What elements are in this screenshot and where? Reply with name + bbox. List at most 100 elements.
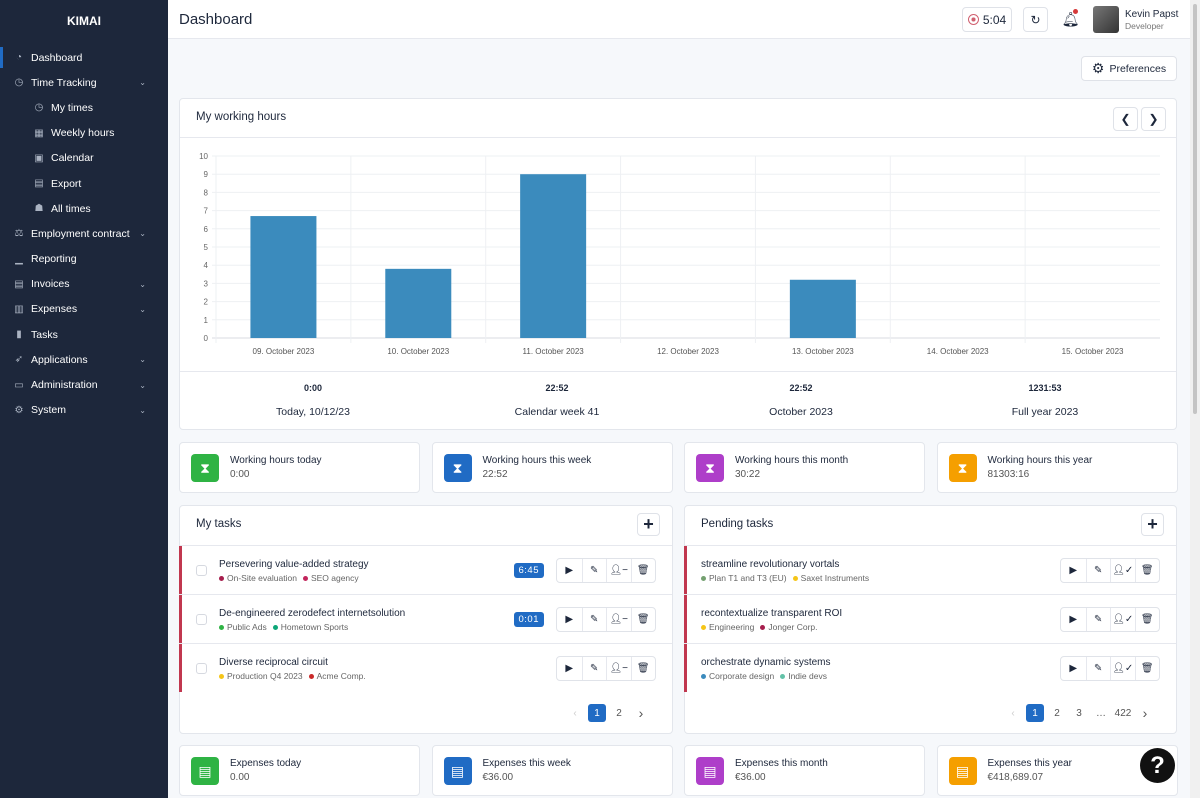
page-link[interactable]: 3: [1076, 707, 1082, 719]
sidebar-item-dashboard[interactable]: ◔ Dashboard: [0, 45, 168, 70]
assign-button[interactable]: 👤︎−: [606, 608, 631, 631]
bar[interactable]: [789, 279, 856, 338]
start-button[interactable]: ▶: [1061, 608, 1086, 631]
start-button[interactable]: ▶: [1061, 559, 1086, 582]
sidebar: KIMAI ◔ Dashboard ◷ Time Tracking ⌄ ◷ My times…: [0, 0, 168, 798]
invoice-icon: ▤: [14, 278, 24, 290]
task-title[interactable]: recontextualize transparent ROI: [701, 608, 843, 619]
sidebar-item-label: Applications: [31, 353, 88, 366]
assign-button[interactable]: 👤︎✓: [1110, 608, 1135, 631]
stat-label: Working hours this month: [735, 455, 849, 466]
page-link[interactable]: 422: [1114, 707, 1132, 719]
add-task-button[interactable]: +: [637, 513, 660, 536]
task-title[interactable]: Diverse reciprocal circuit: [219, 657, 328, 668]
edit-button[interactable]: ✎: [581, 608, 607, 631]
bar[interactable]: [385, 268, 452, 338]
play-icon: ▶: [565, 614, 574, 625]
sidebar-item-export[interactable]: ▤ Export: [0, 171, 168, 196]
color-dot: [219, 625, 224, 631]
sidebar-item-expenses[interactable]: ▥ Expenses ⌄: [0, 297, 168, 322]
receipt-icon: ▥: [14, 303, 24, 315]
start-button[interactable]: ▶: [557, 608, 582, 631]
logo[interactable]: KIMAI: [67, 14, 101, 28]
delete-button[interactable]: 🗑︎: [1134, 559, 1160, 582]
stat-label: Working hours today: [230, 455, 322, 466]
sidebar-item-tasks[interactable]: ▮ Tasks: [0, 322, 168, 347]
delete-button[interactable]: 🗑︎: [630, 608, 656, 631]
refresh-button[interactable]: ↻: [1023, 7, 1048, 32]
sidebar-item-calendar[interactable]: ▣ Calendar: [0, 146, 168, 171]
sidebar-item-reporting[interactable]: ▁ Reporting: [0, 247, 168, 272]
previous-button[interactable]: ❮: [1113, 107, 1138, 131]
x-tick-label: 12. October 2023: [657, 347, 719, 356]
chevron-right-icon[interactable]: ›: [638, 705, 644, 721]
task-checkbox[interactable]: [196, 663, 207, 674]
page-link[interactable]: 2: [1054, 707, 1060, 719]
start-button[interactable]: ▶: [1061, 657, 1086, 680]
delete-button[interactable]: 🗑︎: [1134, 657, 1160, 680]
bar[interactable]: [520, 174, 587, 338]
assign-button[interactable]: 👤︎✓: [1110, 657, 1135, 680]
delete-button[interactable]: 🗑︎: [1134, 608, 1160, 631]
sidebar-item-my-times[interactable]: ◷ My times: [0, 95, 168, 120]
avatar[interactable]: [1093, 6, 1119, 33]
add-task-button[interactable]: +: [1141, 513, 1164, 536]
page-link[interactable]: 1: [1026, 704, 1044, 722]
task-title[interactable]: Persevering value-added strategy: [219, 559, 369, 570]
hourglass-icon: ⧗: [696, 454, 724, 482]
page-link[interactable]: 2: [616, 707, 622, 719]
sidebar-item-label: Export: [51, 177, 82, 190]
sidebar-item-employment-contract[interactable]: ⚖ Employment contract ⌄: [0, 221, 168, 246]
user-assign-icon: 👤︎✓: [1112, 614, 1134, 625]
page-link[interactable]: 1: [588, 704, 606, 722]
task-title[interactable]: orchestrate dynamic systems: [701, 657, 831, 668]
sidebar-item-applications[interactable]: ➶ Applications ⌄: [0, 347, 168, 372]
card-title: Pending tasks: [701, 518, 774, 530]
delete-button[interactable]: 🗑︎: [630, 657, 656, 680]
task-title[interactable]: streamline revolutionary vortals: [701, 559, 840, 570]
scrollbar[interactable]: [1190, 0, 1200, 798]
edit-button[interactable]: ✎: [581, 559, 607, 582]
stat-value: 81303:16: [987, 469, 1030, 480]
gear-icon: ⚙: [14, 404, 24, 416]
preferences-button[interactable]: ⚙ Preferences: [1081, 56, 1177, 81]
delete-button[interactable]: 🗑︎: [630, 559, 656, 582]
user-name[interactable]: Kevin Papst: [1125, 9, 1179, 20]
tag-label: SEO agency: [310, 573, 359, 583]
task-row: recontextualize transparent ROI Engineeri…: [684, 594, 1176, 643]
chevron-right-icon[interactable]: ›: [1142, 705, 1148, 721]
color-dot: [219, 576, 224, 582]
task-checkbox[interactable]: [196, 614, 207, 625]
x-tick-label: 10. October 2023: [387, 347, 449, 356]
notifications-button[interactable]: 🔔︎: [1058, 7, 1083, 32]
sidebar-item-label: Expenses: [31, 303, 78, 316]
help-button[interactable]: ?: [1140, 748, 1175, 783]
assign-button[interactable]: 👤︎−: [606, 657, 631, 680]
task-checkbox[interactable]: [196, 565, 207, 576]
chevron-left-icon[interactable]: ‹: [1011, 707, 1015, 719]
task-title[interactable]: De-engineered zerodefect internetsolutio…: [219, 608, 406, 619]
sidebar-item-weekly-hours[interactable]: ▦ Weekly hours: [0, 121, 168, 146]
sidebar-item-administration[interactable]: ▭ Administration ⌄: [0, 372, 168, 397]
next-button[interactable]: ❯: [1141, 107, 1166, 131]
sidebar-item-all-times[interactable]: ☗ All times: [0, 196, 168, 221]
edit-button[interactable]: ✎: [1085, 559, 1111, 582]
edit-button[interactable]: ✎: [581, 657, 607, 680]
sidebar-item-time-tracking[interactable]: ◷ Time Tracking ⌄: [0, 70, 168, 95]
gear-icon: ⚙: [1091, 60, 1105, 76]
sidebar-item-invoices[interactable]: ▤ Invoices ⌄: [0, 272, 168, 297]
chevron-left-icon[interactable]: ‹: [573, 707, 577, 719]
edit-button[interactable]: ✎: [1085, 608, 1111, 631]
tag-label: Public Ads: [227, 622, 267, 632]
trash-icon: 🗑︎: [636, 614, 650, 625]
clock-icon: ◷: [34, 102, 44, 114]
start-button[interactable]: ▶: [557, 657, 582, 680]
sidebar-item-system[interactable]: ⚙ System ⌄: [0, 398, 168, 423]
hourglass-icon: ⧗: [191, 454, 219, 482]
edit-button[interactable]: ✎: [1085, 657, 1111, 680]
active-timer-button[interactable]: 5:04: [962, 7, 1012, 32]
start-button[interactable]: ▶: [557, 559, 582, 582]
assign-button[interactable]: 👤︎−: [606, 559, 631, 582]
assign-button[interactable]: 👤︎✓: [1110, 559, 1135, 582]
bar[interactable]: [250, 216, 317, 338]
